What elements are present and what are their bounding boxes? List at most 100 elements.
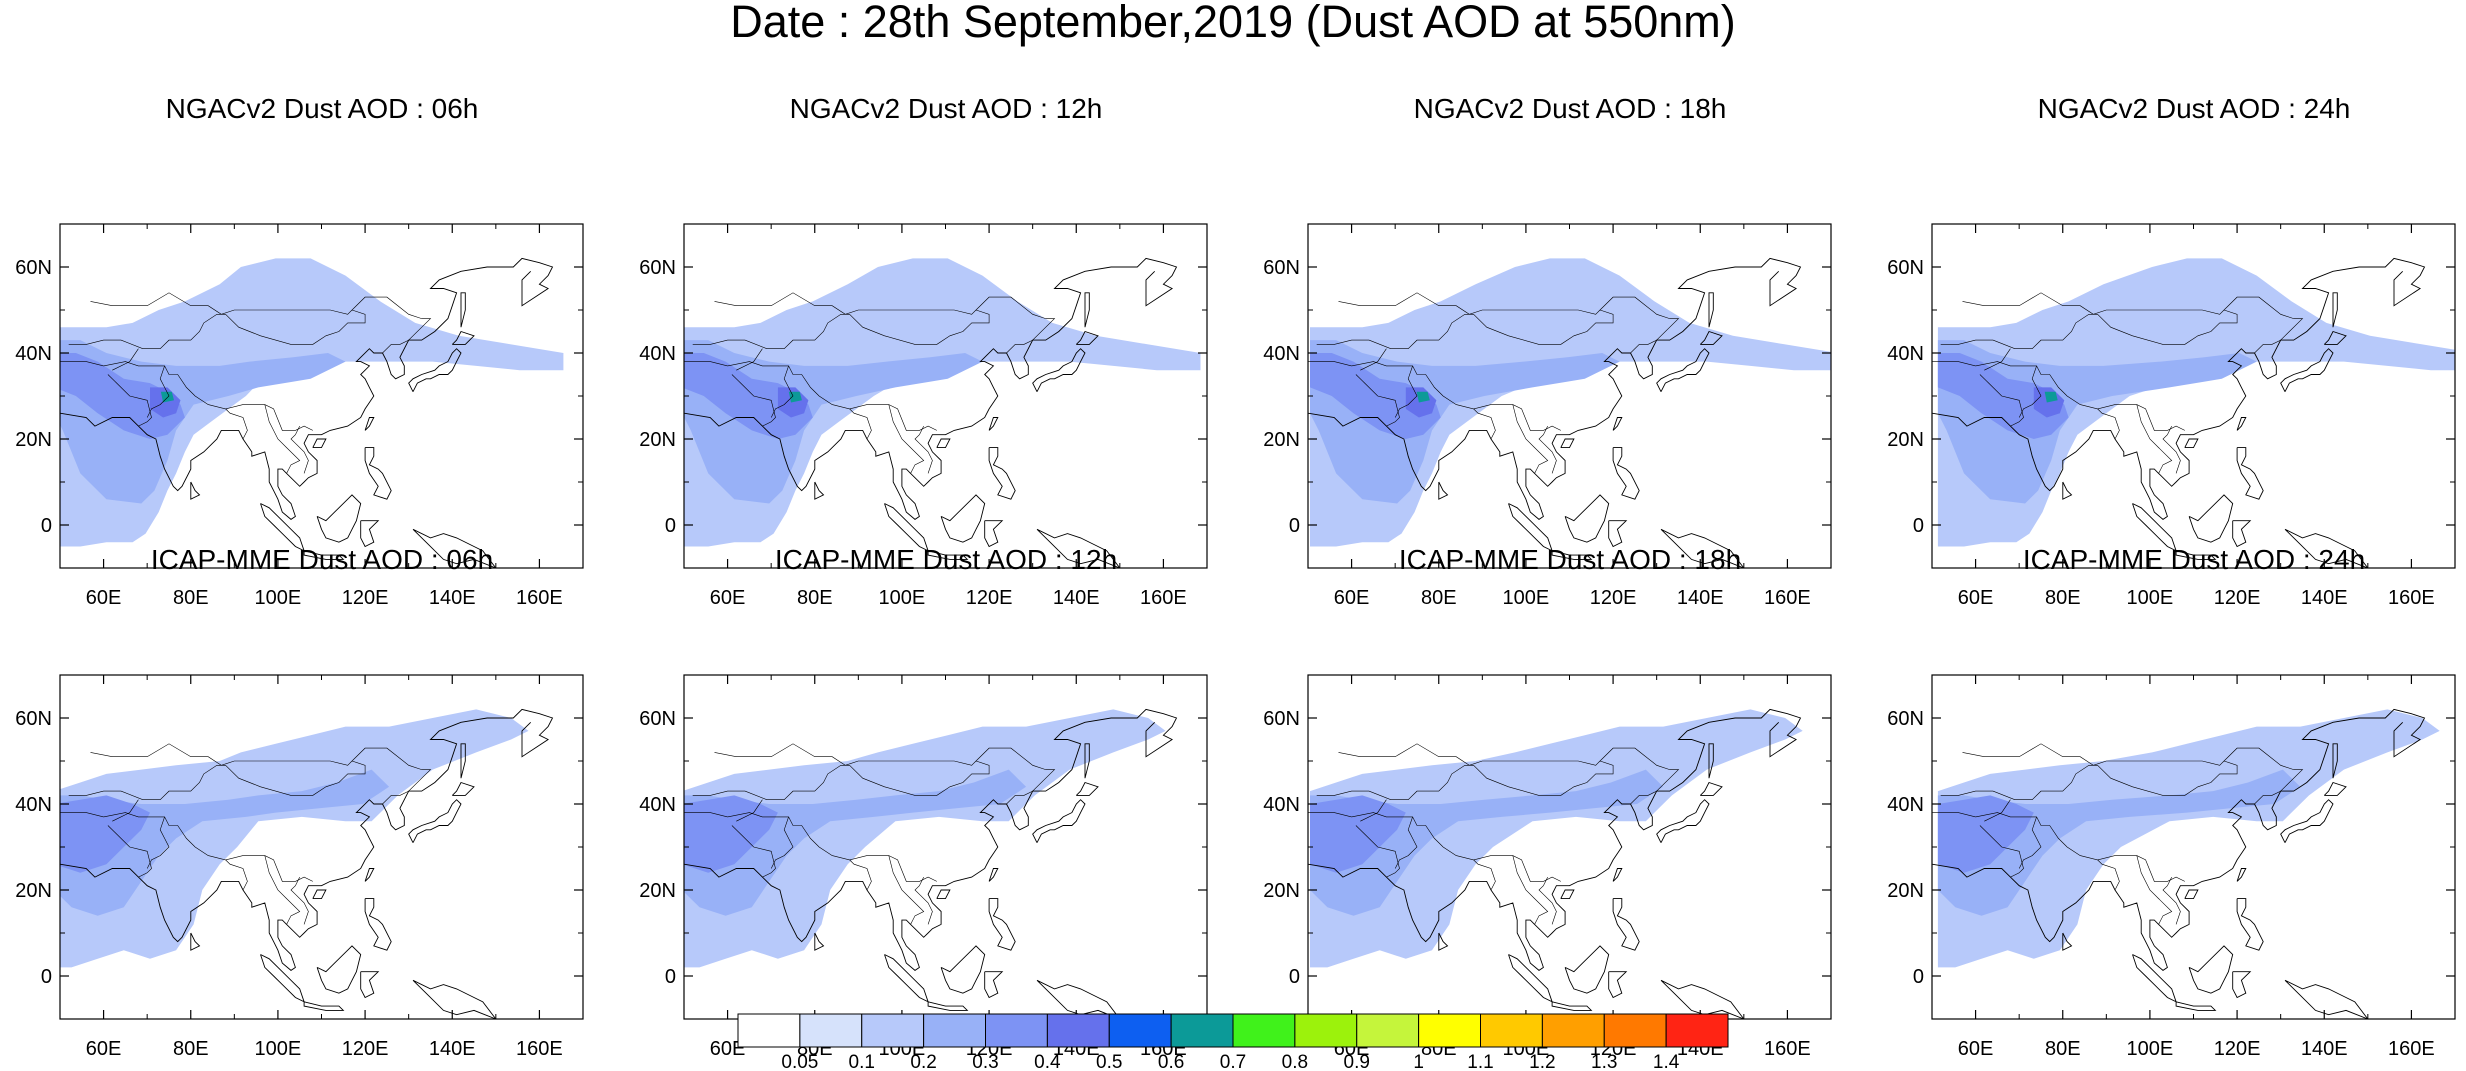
country-border xyxy=(736,348,763,371)
country-border xyxy=(225,309,366,345)
country-border xyxy=(692,765,850,801)
lon-tick-label: 80E xyxy=(797,587,833,609)
coastline xyxy=(1564,945,1610,994)
colorbar-label: 0.2 xyxy=(910,1052,936,1071)
country-border xyxy=(1962,292,2304,341)
coastline xyxy=(1551,1001,1593,1011)
lon-tick-label: 80E xyxy=(1421,587,1457,609)
map-panel-ngac-12h: NGACv2 Dust AOD : 12h 60E 80E 100E 120E 140E 1… xyxy=(624,88,1224,609)
lon-tick-label: 160E xyxy=(1764,587,1811,609)
coastline xyxy=(2284,979,2369,1019)
map-panel-icap-06h: ICAP-MME Dust AOD : 06h 60E 80E 100E 120E 140… xyxy=(0,539,600,1060)
country-border xyxy=(1473,760,1614,796)
coastline xyxy=(988,868,999,882)
colorbar-label: 0.05 xyxy=(781,1052,818,1071)
country-border xyxy=(1006,339,1033,354)
coastline xyxy=(940,494,986,543)
dust-plume xyxy=(1310,769,1664,916)
dust-aod-map: NGACv2 Dust AOD : 24h 60E 80E 100E 120E 140E 1… xyxy=(1887,93,2456,609)
colorbar-swatch xyxy=(1356,1013,1420,1048)
lat-tick-label: 40N xyxy=(1887,343,1924,365)
coastline xyxy=(312,889,327,900)
colorbar-label: 0.6 xyxy=(1158,1052,1184,1071)
coastline xyxy=(2132,954,2177,1003)
dust-plume xyxy=(684,258,1201,547)
coastline xyxy=(460,292,466,328)
lat-tick-label: 0 xyxy=(665,966,676,988)
dust-plume xyxy=(684,353,813,439)
dust-plume xyxy=(1310,709,1803,968)
coastline xyxy=(1438,481,1449,500)
country-border xyxy=(888,855,925,925)
dust-aod-map: ICAP-MME Dust AOD : 18h 60E 80E 100E 120E 140… xyxy=(1263,544,1832,1060)
country-border xyxy=(382,339,409,354)
lat-tick-label: 40N xyxy=(1263,794,1300,816)
colorbar-label: 1.4 xyxy=(1653,1052,1680,1071)
coastline xyxy=(1084,292,1090,328)
dust-aod-map: ICAP-MME Dust AOD : 12h 60E 80E 100E 120E 140… xyxy=(639,544,1208,1060)
dust-aod-map: NGACv2 Dust AOD : 06h 60E 80E 100E 120E 140E 1… xyxy=(15,93,584,609)
colorbar-label: 0.5 xyxy=(1096,1052,1122,1071)
colorbar-swatch xyxy=(1418,1013,1482,1048)
country-border xyxy=(1932,361,1976,367)
coastline xyxy=(408,799,462,843)
colorbar-label: 0.4 xyxy=(1034,1052,1061,1071)
country-border xyxy=(736,799,763,822)
country-border xyxy=(1308,812,1352,818)
coastline xyxy=(936,438,951,449)
panel-title: NGACv2 Dust AOD : 24h xyxy=(2038,93,2351,124)
map-field xyxy=(60,708,554,1019)
country-border xyxy=(1316,314,1474,350)
coastline xyxy=(940,945,986,994)
lon-tick-label: 60E xyxy=(86,1038,122,1060)
coastline xyxy=(190,481,201,500)
coastline xyxy=(684,708,1178,971)
coastline xyxy=(1656,348,1710,392)
country-border xyxy=(1538,425,1557,474)
coastline xyxy=(1508,954,1553,1003)
dust-plume xyxy=(1416,391,1430,403)
country-border xyxy=(849,859,872,891)
colorbar-label: 1 xyxy=(1413,1052,1424,1071)
colorbar-swatch xyxy=(1665,1013,1729,1048)
panel-title: ICAP-MME Dust AOD : 24h xyxy=(2023,544,2365,575)
dust-plume xyxy=(1310,795,1406,873)
country-border xyxy=(1473,859,1496,891)
coastline xyxy=(451,330,475,345)
coastline xyxy=(2280,799,2334,843)
coastline xyxy=(2175,1001,2217,1011)
country-border xyxy=(2097,859,2120,891)
colorbar-swatch xyxy=(1603,1013,1667,1048)
coastline xyxy=(1560,889,1575,900)
coastline xyxy=(1308,257,1802,520)
country-border xyxy=(914,425,933,474)
colorbar-swatch xyxy=(1108,1013,1172,1048)
colorbar-swatch xyxy=(1170,1013,1234,1048)
map-field xyxy=(1308,708,1803,1019)
coastline xyxy=(2284,528,2369,568)
lat-tick-label: 40N xyxy=(15,794,52,816)
coastline xyxy=(1612,447,1640,500)
lon-tick-label: 60E xyxy=(710,1038,746,1060)
coastline xyxy=(1608,971,1628,999)
coastline xyxy=(984,971,1004,999)
coastline xyxy=(2323,330,2347,345)
map-field xyxy=(60,257,564,568)
country-border xyxy=(90,743,432,792)
map-field xyxy=(684,708,1178,1019)
coastline xyxy=(1612,417,1623,431)
aod-colorbar: 0.05 0.1 0.2 0.3 0.4 0.5 0.6 0.7 0.8 0.9 1 1.1 1.2 1.… xyxy=(737,1013,1729,1071)
country-border xyxy=(684,361,728,367)
dust-plume xyxy=(684,769,1027,916)
lon-tick-label: 80E xyxy=(173,1038,209,1060)
country-border xyxy=(107,825,152,878)
country-border xyxy=(1962,743,2304,792)
coastline xyxy=(412,979,497,1019)
lat-tick-label: 20N xyxy=(639,429,676,451)
dust-plume xyxy=(777,387,809,418)
coastline xyxy=(2236,868,2247,882)
panel-title: ICAP-MME Dust AOD : 12h xyxy=(775,544,1117,575)
lon-tick-label: 160E xyxy=(1764,1038,1811,1060)
coastline xyxy=(1656,799,1710,843)
coastline xyxy=(1084,743,1090,779)
